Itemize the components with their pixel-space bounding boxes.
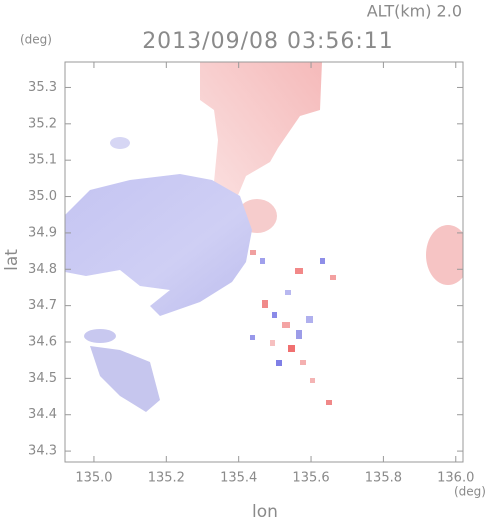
chart-title: 2013/09/08 03:56:11	[142, 29, 394, 54]
y-tick-label: 35.0	[28, 189, 57, 204]
x-tick-label: 135.6	[292, 471, 329, 486]
x-tick-label: 135.8	[365, 471, 402, 486]
y-tick-label: 35.2	[28, 116, 57, 131]
y-tick-label: 34.6	[28, 335, 57, 350]
x-tick-label: 135.2	[148, 471, 185, 486]
y-axis-label: lat	[2, 249, 22, 271]
y-tick-label: 34.5	[28, 371, 57, 386]
echo-positive	[200, 62, 322, 222]
plot-frame	[64, 61, 464, 463]
x-axis-label: lon	[252, 502, 278, 521]
y-tick-label: 35.1	[28, 153, 57, 168]
y-unit: (deg)	[20, 33, 52, 47]
y-tick-label: 34.4	[28, 407, 57, 422]
x-tick-label: 136.0	[437, 471, 474, 486]
y-tick-label: 34.9	[28, 225, 57, 240]
y-tick-label: 34.7	[28, 298, 57, 313]
y-tick-label: 34.3	[28, 444, 57, 459]
echo-negative	[90, 346, 160, 412]
echo-negative	[110, 137, 130, 149]
echo-negative	[65, 174, 252, 316]
x-tick-label: 135.0	[75, 471, 112, 486]
y-tick-label: 35.3	[28, 80, 57, 95]
echo-speckles	[250, 250, 336, 405]
echo-positive	[426, 225, 463, 285]
altitude-label: ALT(km) 2.0	[367, 2, 462, 21]
y-tick-label: 34.8	[28, 262, 57, 277]
echo-negative	[84, 329, 116, 343]
x-unit: (deg)	[454, 485, 486, 499]
radar-echoes	[65, 62, 463, 412]
x-tick-label: 135.4	[220, 471, 257, 486]
